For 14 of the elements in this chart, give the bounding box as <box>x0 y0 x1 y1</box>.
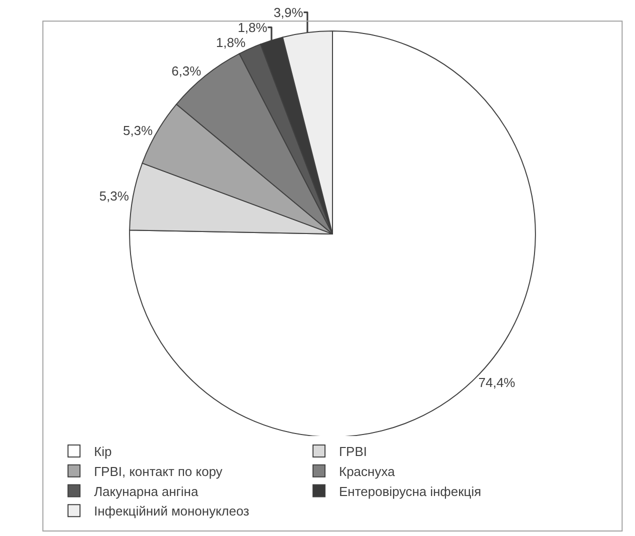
data-label: 1,8% <box>238 20 268 35</box>
legend-label: Лакунарна ангіна <box>94 484 199 499</box>
legend-label: Кір <box>94 444 112 460</box>
legend-label: ГРВІ, контакт по кору <box>94 464 223 479</box>
legend-label: Краснуха <box>339 464 396 479</box>
data-label: 74,4% <box>478 375 516 390</box>
legend-label: Інфекційний мононуклеоз <box>94 504 250 519</box>
data-label: 3,9% <box>274 4 304 20</box>
legend-label: Ентеровірусна інфекція <box>339 484 482 499</box>
data-label: 5,3% <box>99 188 130 204</box>
data-label: 6,3% <box>171 64 202 79</box>
data-label: 5,3% <box>123 122 154 138</box>
legend-label: ГРВІ <box>339 444 367 460</box>
data-label: 1,8% <box>216 34 246 50</box>
